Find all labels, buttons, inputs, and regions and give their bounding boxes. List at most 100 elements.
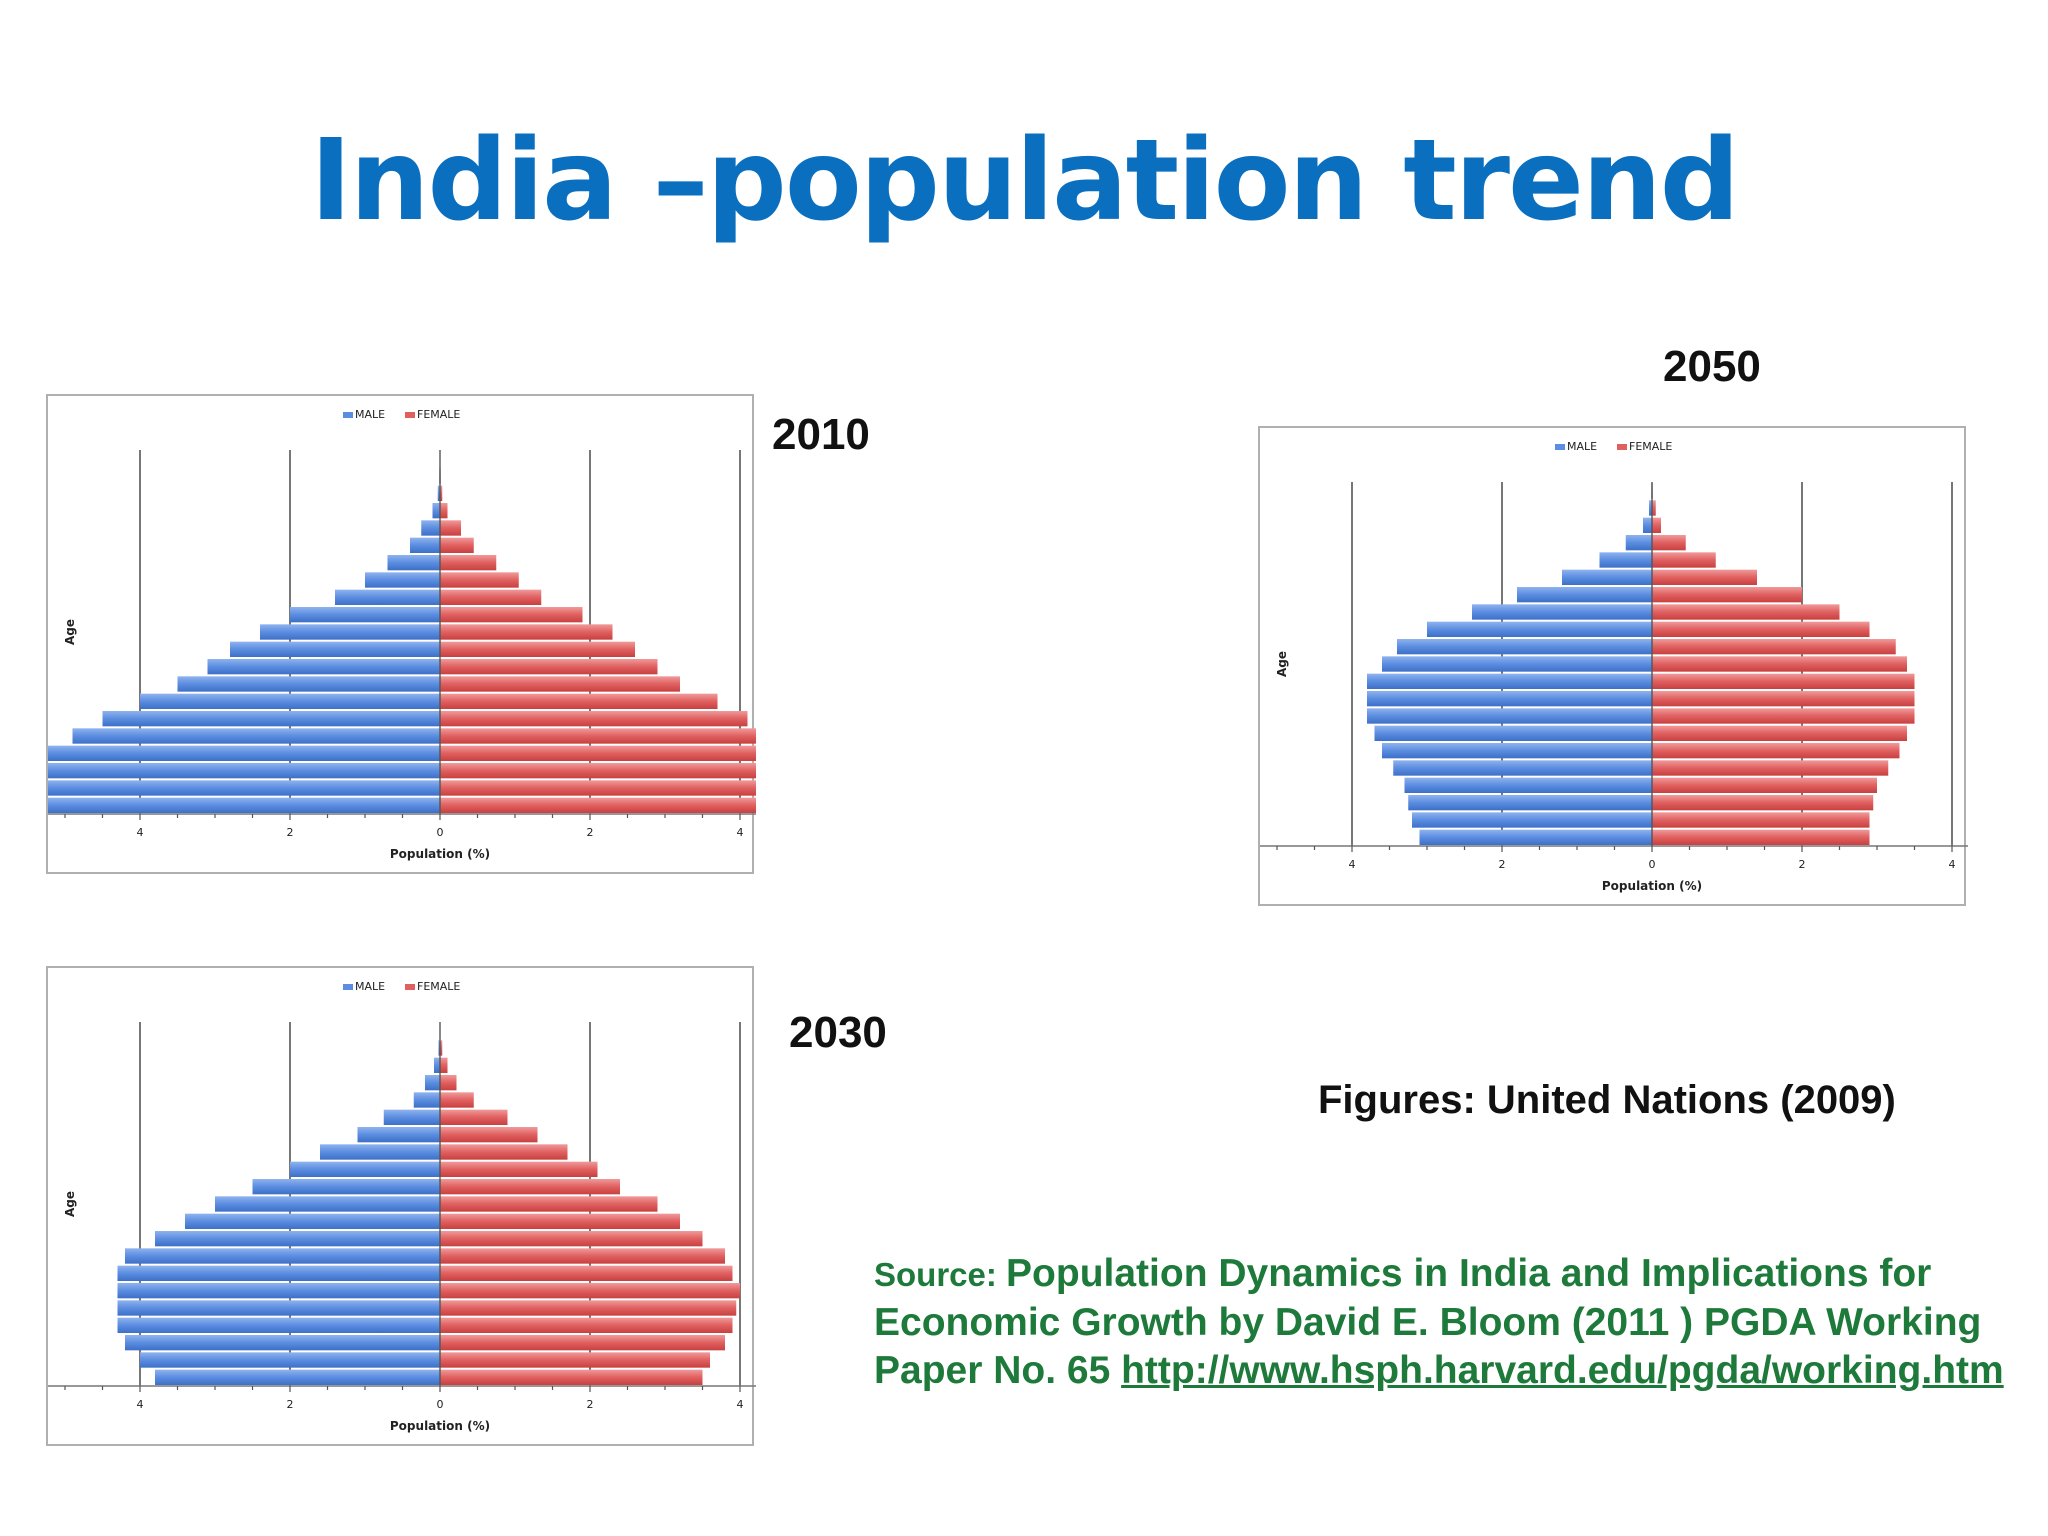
male-bar xyxy=(1408,795,1652,811)
male-bar xyxy=(1367,691,1652,707)
male-bar xyxy=(1367,673,1652,689)
legend-swatch-female xyxy=(405,412,415,418)
female-bar xyxy=(440,797,756,813)
legend-label-female: FEMALE xyxy=(417,980,460,993)
female-bar xyxy=(440,607,583,623)
male-bar xyxy=(48,797,440,813)
male-bar xyxy=(421,520,440,536)
male-bar xyxy=(185,1213,440,1229)
male-bar xyxy=(48,763,440,779)
year-label-2050: 2050 xyxy=(1663,342,1761,391)
female-bar xyxy=(1652,743,1900,759)
legend-swatch-male xyxy=(1555,444,1565,450)
male-bar xyxy=(434,1057,440,1073)
male-bar xyxy=(290,1161,440,1177)
male-bar xyxy=(1649,500,1652,516)
female-bar xyxy=(1652,569,1757,585)
male-bar xyxy=(1625,535,1652,551)
male-bar xyxy=(437,485,440,501)
female-bar xyxy=(440,1248,725,1264)
male-bar xyxy=(387,555,440,571)
male-bar xyxy=(48,780,440,796)
male-bar xyxy=(410,537,440,553)
female-bar xyxy=(440,1144,568,1160)
female-bar xyxy=(1652,812,1870,828)
female-bar xyxy=(440,1127,538,1143)
female-bar xyxy=(440,503,448,519)
female-bar xyxy=(1652,621,1870,637)
male-bar xyxy=(425,1075,440,1091)
male-bar xyxy=(72,728,440,744)
female-bar xyxy=(1652,760,1889,776)
female-bar xyxy=(1652,673,1915,689)
y-axis-title: Age xyxy=(1275,651,1289,677)
female-bar xyxy=(440,1352,710,1368)
male-bar xyxy=(230,641,440,657)
x-tick-label: 0 xyxy=(437,1398,444,1411)
male-bar xyxy=(155,1231,440,1247)
male-bar xyxy=(125,1335,440,1351)
female-bar xyxy=(440,1231,703,1247)
female-bar xyxy=(1652,587,1802,603)
male-bar xyxy=(1404,777,1652,793)
year-label-2030: 2030 xyxy=(789,1008,887,1057)
male-bar xyxy=(117,1317,440,1333)
male-bar xyxy=(1599,552,1652,568)
female-bar xyxy=(440,1057,448,1073)
male-bar xyxy=(365,572,440,588)
x-tick-label: 4 xyxy=(1349,858,1356,871)
female-bar xyxy=(440,1300,737,1316)
male-bar xyxy=(432,503,440,519)
male-bar xyxy=(140,1352,440,1368)
male-bar xyxy=(215,1196,440,1212)
female-bar xyxy=(440,1213,680,1229)
pyramid-svg-2050: 0-45-910-1415-1920-2425-2930-3435-3940-4… xyxy=(1260,440,1968,893)
male-bar xyxy=(1419,829,1652,845)
x-tick-label: 4 xyxy=(1949,858,1956,871)
x-tick-label: 2 xyxy=(1799,858,1806,871)
pyramid-svg-2030: 0-45-910-1415-1920-2425-2930-3435-3940-4… xyxy=(48,980,756,1433)
figures-note: Figures: United Nations (2009) xyxy=(1318,1078,1896,1122)
male-bar xyxy=(290,607,440,623)
legend-label-female: FEMALE xyxy=(1629,440,1672,453)
female-bar xyxy=(440,1092,474,1108)
female-bar xyxy=(440,1109,508,1125)
pyramid-chart-2050: 0-45-910-1415-1920-2425-2930-3435-3940-4… xyxy=(1258,426,1968,906)
female-bar xyxy=(440,624,613,640)
male-bar xyxy=(1367,708,1652,724)
source-citation: Source: Population Dynamics in India and… xyxy=(874,1250,2034,1395)
male-bar xyxy=(1517,587,1652,603)
female-bar xyxy=(1652,777,1877,793)
female-bar xyxy=(1652,604,1840,620)
female-bar xyxy=(440,1317,733,1333)
male-bar xyxy=(140,693,440,709)
y-axis-title: Age xyxy=(63,1191,77,1217)
male-bar xyxy=(1643,517,1652,533)
female-bar xyxy=(440,555,497,571)
female-bar xyxy=(440,763,756,779)
female-bar xyxy=(1652,725,1907,741)
female-bar xyxy=(1652,535,1686,551)
male-bar xyxy=(1472,604,1652,620)
female-bar xyxy=(1652,829,1870,845)
x-tick-label: 2 xyxy=(1499,858,1506,871)
source-link[interactable]: http://www.hsph.harvard.edu/pgda/working… xyxy=(1121,1349,2004,1392)
male-bar xyxy=(320,1144,440,1160)
male-bar xyxy=(335,589,440,605)
male-bar xyxy=(383,1109,440,1125)
female-bar xyxy=(440,745,756,761)
female-bar xyxy=(440,1369,703,1385)
legend-swatch-male xyxy=(343,412,353,418)
male-bar xyxy=(260,624,440,640)
pyramid-chart-2010: 0-45-910-1415-1920-2425-2930-3435-3940-4… xyxy=(46,394,756,874)
x-tick-label: 2 xyxy=(587,826,594,839)
female-bar xyxy=(1652,639,1896,655)
x-axis-title: Population (%) xyxy=(1602,879,1702,893)
female-bar xyxy=(1652,500,1656,516)
female-bar xyxy=(440,711,748,727)
female-bar xyxy=(440,676,680,692)
male-bar xyxy=(252,1179,440,1195)
female-bar xyxy=(440,537,474,553)
female-bar xyxy=(440,693,718,709)
male-bar xyxy=(117,1283,440,1299)
